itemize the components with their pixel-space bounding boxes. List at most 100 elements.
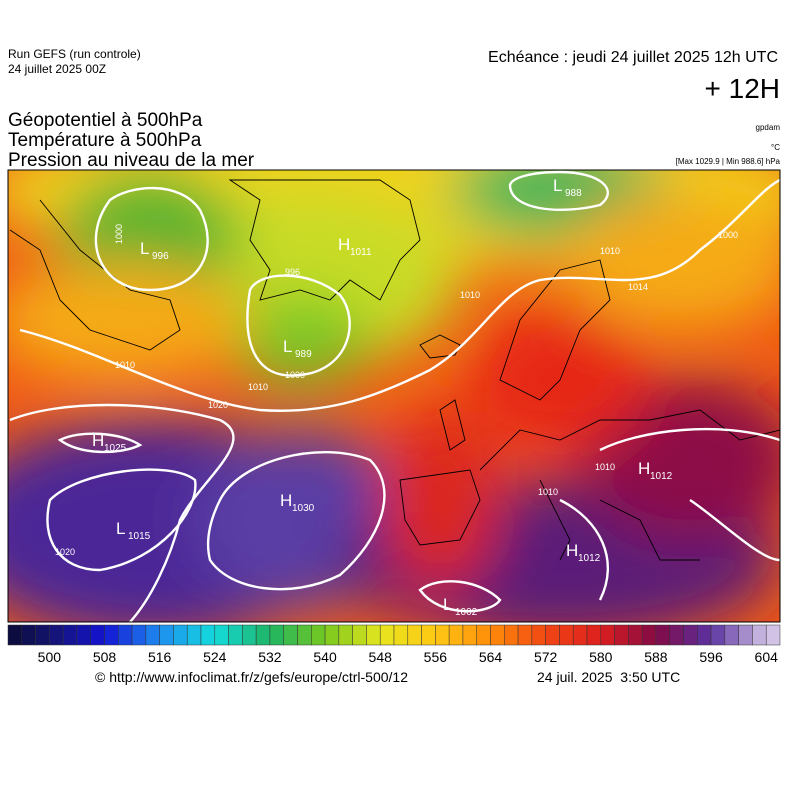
center-value: 989 (295, 349, 312, 360)
colorbar-tick-label: 572 (534, 649, 558, 665)
source: © http://www.infoclimat.fr/z/gefs/europe… (95, 669, 408, 685)
center-kind: L (140, 239, 149, 258)
isobar-label: 1010 (248, 382, 268, 392)
colorbar-cell (572, 624, 588, 646)
isobar (246, 274, 351, 377)
valid-time: Echéance : jeudi 24 juillet 2025 12h UTC (488, 49, 778, 66)
colorbar-cell (655, 624, 670, 646)
colorbar-cell (752, 624, 767, 646)
colorbar-cell (738, 624, 753, 646)
center-kind: H (566, 541, 578, 560)
colorbar-cell (352, 624, 367, 646)
isobar (206, 450, 386, 591)
run-date: 24 juillet 2025 00Z (8, 62, 106, 76)
colorbar-cell (765, 624, 781, 646)
colorbar-cell (269, 624, 284, 646)
center-kind: H (638, 459, 650, 478)
center-kind: H (338, 235, 350, 254)
title: Géopotentiel à 500hPa (8, 110, 203, 131)
isobar-label: 1010 (595, 462, 615, 472)
colorbar-cell (49, 624, 64, 646)
isobar-label: 1000 (114, 224, 124, 244)
colorbar-cell (724, 624, 739, 646)
colorbar-tick-label: 516 (148, 649, 172, 665)
colorbar-cell (669, 624, 684, 646)
colorbar-tick-label: 500 (38, 649, 62, 665)
colorbar-cell (379, 624, 395, 646)
center-value: 996 (152, 251, 169, 262)
center-value: 1002 (455, 607, 478, 618)
map-frame (7, 169, 781, 623)
coast (499, 259, 611, 401)
colorbar-cell (490, 624, 505, 646)
unit: gpdam (756, 123, 781, 132)
colorbar-cell (214, 624, 229, 646)
isobar-label: 1000 (718, 230, 738, 240)
isobar-label: 1020 (208, 400, 228, 410)
unit: °C (771, 143, 780, 152)
colorbar-cell (62, 624, 78, 646)
colorbar-cell (76, 624, 91, 646)
colorbar-cell (21, 624, 36, 646)
isobar (9, 403, 235, 622)
center-value: 1030 (292, 503, 315, 514)
center-kind: H (92, 431, 104, 450)
center-value: 1012 (650, 471, 673, 482)
colorbar-cell (710, 624, 726, 646)
colorbar-cell (393, 624, 409, 646)
isobar (57, 432, 143, 454)
colorbar: 500 508 516 524 532 540 548 556 564 572 580 588 596 6… (7, 624, 781, 665)
colorbar-cell (145, 624, 160, 646)
colorbar-cell (614, 624, 629, 646)
generated: 24 juil. 2025 3:50 UTC (537, 669, 680, 685)
colorbar-cell (324, 624, 340, 646)
colorbar-cell (338, 624, 353, 646)
colorbar-cell (559, 624, 574, 646)
isobar-label: 996 (285, 267, 300, 277)
run: Run GEFS (run controle) (8, 47, 141, 61)
colorbar-cell (586, 624, 602, 646)
isobar (559, 427, 780, 601)
colorbar-tick-label: 604 (755, 649, 779, 665)
center-value: 988 (565, 188, 582, 199)
unit: [Max 1029.9 | Min 988.6] hPa (676, 157, 781, 166)
coast (399, 399, 481, 546)
colorbar-cell (448, 624, 464, 646)
colorbar-tick-label: 596 (699, 649, 723, 665)
colorbar-cell (435, 624, 450, 646)
title: Température à 500hPa (8, 130, 202, 151)
colorbar-tick-label: 588 (644, 649, 668, 665)
center-value: 1011 (350, 247, 372, 258)
colorbar-tick-label: 524 (203, 649, 227, 665)
center-kind: L (116, 519, 125, 538)
isobar-label: 1014 (628, 282, 648, 292)
isobar (94, 186, 209, 292)
colorbar-tick-label: 548 (369, 649, 393, 665)
center-kind: L (443, 595, 452, 614)
lead-time: + 12H (705, 73, 781, 104)
colorbar-cell (297, 624, 312, 646)
colorbar-cell (186, 624, 202, 646)
colorbar-cell (159, 624, 174, 646)
isobar (508, 170, 609, 211)
colorbar-cell (228, 624, 243, 646)
isobar-label: 1010 (460, 290, 480, 300)
colorbar-cell (104, 624, 119, 646)
colorbar-cell (35, 624, 50, 646)
colorbar-cell (517, 624, 533, 646)
center-kind: H (280, 491, 292, 510)
isobar-label: 1010 (115, 360, 135, 370)
colorbar-cell (242, 624, 257, 646)
colorbar-cell (407, 624, 422, 646)
colorbar-cell (504, 624, 519, 646)
coast (228, 179, 421, 301)
colorbar-cell (641, 624, 657, 646)
colorbar-cell (131, 624, 147, 646)
colorbar-cell (421, 624, 436, 646)
center-value: 1015 (128, 531, 151, 542)
colorbar-cell (90, 624, 105, 646)
colorbar-cell (200, 624, 216, 646)
map: 1000 996 1000 1010 1020 1010 1010 1014 1… (8, 170, 780, 622)
